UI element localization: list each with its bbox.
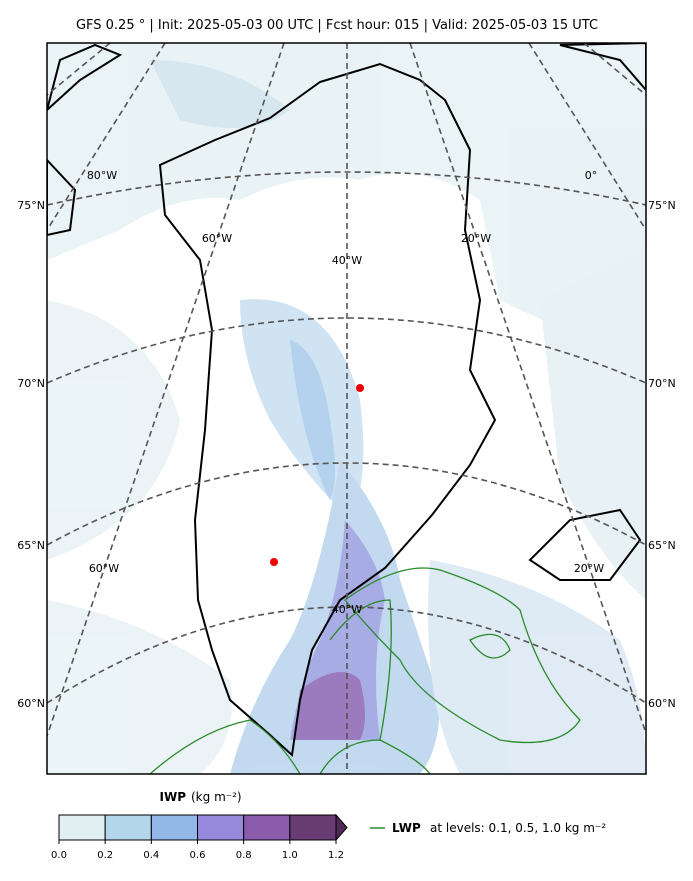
colorbar-segment [197, 814, 245, 841]
lat-label: 60°N [17, 697, 45, 710]
lon-label: 80°W [87, 169, 117, 182]
colorbar-tick-label: 1.2 [328, 850, 344, 861]
lat-label: 65°N [17, 539, 45, 552]
marker [356, 384, 364, 392]
title: GFS 0.25 ° | Init: 2025-05-03 00 UTC | F… [76, 18, 598, 33]
lat-label: 70°N [17, 377, 45, 390]
colorbar-label: IWP [160, 790, 187, 804]
lon-label: 0° [585, 169, 598, 182]
lon-label: 40°W [332, 254, 362, 267]
colorbar-segment [104, 814, 152, 841]
map-area [47, 43, 646, 774]
colorbar-tick-label: 0.6 [190, 850, 206, 861]
colorbar-segment [58, 814, 106, 841]
colorbar-tick-label: 0.4 [143, 850, 159, 861]
lat-label: 75°N [648, 199, 676, 212]
labels: 75°N 70°N 65°N 60°N 75°N 70°N 65°N 60°N 80°W 0° 60… [17, 169, 675, 710]
lat-label: 60°N [648, 697, 676, 710]
marker [270, 558, 278, 566]
lon-label: 60°W [202, 232, 232, 245]
colorbar-tick-label: 0.2 [97, 850, 113, 861]
lat-label: 75°N [17, 199, 45, 212]
lon-label: 40°W [332, 603, 362, 616]
lon-label: 20°W [574, 562, 604, 575]
colorbar-segment [243, 814, 291, 841]
lon-label: 20°W [461, 232, 491, 245]
colorbar-extend [335, 813, 348, 842]
legend-label: LWP [392, 821, 421, 835]
legend-label: at levels: 0.1, 0.5, 1.0 kg m⁻² [430, 821, 606, 835]
colorbar-tick-label: 0.0 [51, 850, 67, 861]
colorbar-segment [150, 814, 198, 841]
lat-label: 70°N [648, 377, 676, 390]
lat-label: 65°N [648, 539, 676, 552]
colorbar-tick-label: 1.0 [282, 850, 298, 861]
lon-label: 60°W [89, 562, 119, 575]
colorbar-label: (kg m⁻²) [191, 790, 242, 804]
colorbar-tick-label: 0.8 [236, 850, 252, 861]
colorbar: 0.0 0.2 0.4 0.6 0.8 1.0 1.2 [51, 813, 348, 861]
map-frame [46, 42, 647, 775]
colorbar-segment [289, 814, 337, 841]
